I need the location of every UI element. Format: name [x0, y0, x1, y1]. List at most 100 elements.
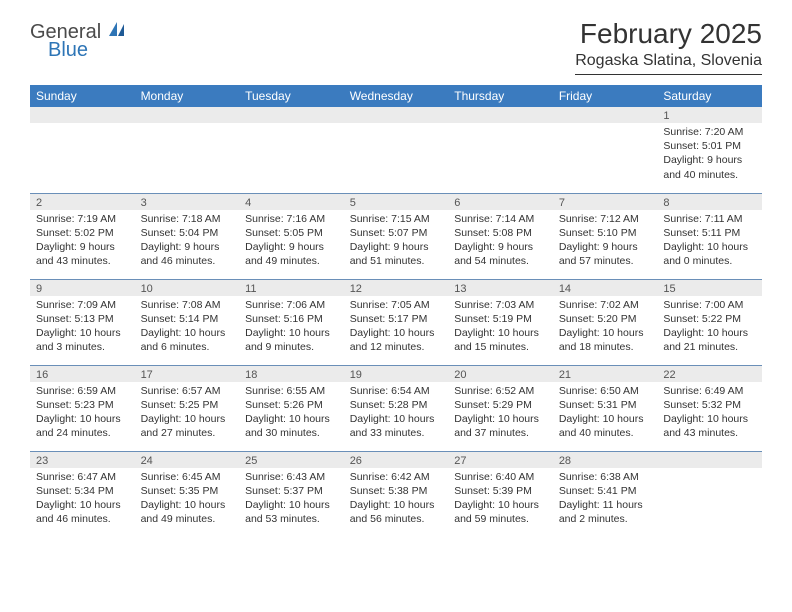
daylight-line: Daylight: 10 hours and 9 minutes.	[245, 326, 338, 354]
day-details: Sunrise: 7:15 AMSunset: 5:07 PMDaylight:…	[344, 210, 449, 273]
day-cell: 18Sunrise: 6:55 AMSunset: 5:26 PMDayligh…	[239, 365, 344, 451]
day-header: Friday	[553, 85, 658, 107]
day-number: 24	[135, 452, 240, 468]
sunrise-line: Sunrise: 7:14 AM	[454, 212, 547, 226]
day-cell: 3Sunrise: 7:18 AMSunset: 5:04 PMDaylight…	[135, 193, 240, 279]
sunset-line: Sunset: 5:31 PM	[559, 398, 652, 412]
day-cell: 9Sunrise: 7:09 AMSunset: 5:13 PMDaylight…	[30, 279, 135, 365]
sunset-line: Sunset: 5:38 PM	[350, 484, 443, 498]
day-number: 5	[344, 194, 449, 210]
month-title: February 2025	[575, 18, 762, 50]
day-number: 28	[553, 452, 658, 468]
brand-logo: General Blue	[30, 22, 129, 60]
sunrise-line: Sunrise: 7:05 AM	[350, 298, 443, 312]
day-details: Sunrise: 6:57 AMSunset: 5:25 PMDaylight:…	[135, 382, 240, 445]
brand-text: General Blue	[30, 22, 129, 60]
daylight-line: Daylight: 10 hours and 21 minutes.	[663, 326, 756, 354]
day-details: Sunrise: 7:08 AMSunset: 5:14 PMDaylight:…	[135, 296, 240, 359]
day-details: Sunrise: 6:54 AMSunset: 5:28 PMDaylight:…	[344, 382, 449, 445]
day-cell: 11Sunrise: 7:06 AMSunset: 5:16 PMDayligh…	[239, 279, 344, 365]
day-cell: 23Sunrise: 6:47 AMSunset: 5:34 PMDayligh…	[30, 451, 135, 537]
sunrise-line: Sunrise: 6:54 AM	[350, 384, 443, 398]
day-header: Tuesday	[239, 85, 344, 107]
day-header: Monday	[135, 85, 240, 107]
day-cell: 21Sunrise: 6:50 AMSunset: 5:31 PMDayligh…	[553, 365, 658, 451]
day-cell: 24Sunrise: 6:45 AMSunset: 5:35 PMDayligh…	[135, 451, 240, 537]
day-number: 13	[448, 280, 553, 296]
sunrise-line: Sunrise: 6:49 AM	[663, 384, 756, 398]
day-number: 1	[657, 107, 762, 123]
day-number: 17	[135, 366, 240, 382]
day-details: Sunrise: 6:55 AMSunset: 5:26 PMDaylight:…	[239, 382, 344, 445]
day-details: Sunrise: 7:03 AMSunset: 5:19 PMDaylight:…	[448, 296, 553, 359]
day-cell: 27Sunrise: 6:40 AMSunset: 5:39 PMDayligh…	[448, 451, 553, 537]
day-cell: 17Sunrise: 6:57 AMSunset: 5:25 PMDayligh…	[135, 365, 240, 451]
day-number	[30, 107, 135, 123]
sunrise-line: Sunrise: 7:15 AM	[350, 212, 443, 226]
day-header: Saturday	[657, 85, 762, 107]
day-number	[448, 107, 553, 123]
day-cell: 2Sunrise: 7:19 AMSunset: 5:02 PMDaylight…	[30, 193, 135, 279]
day-number: 10	[135, 280, 240, 296]
sunrise-line: Sunrise: 7:09 AM	[36, 298, 129, 312]
day-cell: 15Sunrise: 7:00 AMSunset: 5:22 PMDayligh…	[657, 279, 762, 365]
sunrise-line: Sunrise: 6:59 AM	[36, 384, 129, 398]
day-cell: 10Sunrise: 7:08 AMSunset: 5:14 PMDayligh…	[135, 279, 240, 365]
daylight-line: Daylight: 10 hours and 18 minutes.	[559, 326, 652, 354]
day-cell	[30, 107, 135, 193]
daylight-line: Daylight: 11 hours and 2 minutes.	[559, 498, 652, 526]
day-details: Sunrise: 6:38 AMSunset: 5:41 PMDaylight:…	[553, 468, 658, 531]
daylight-line: Daylight: 10 hours and 6 minutes.	[141, 326, 234, 354]
sunset-line: Sunset: 5:14 PM	[141, 312, 234, 326]
sunset-line: Sunset: 5:17 PM	[350, 312, 443, 326]
day-cell: 12Sunrise: 7:05 AMSunset: 5:17 PMDayligh…	[344, 279, 449, 365]
day-number: 8	[657, 194, 762, 210]
daylight-line: Daylight: 9 hours and 46 minutes.	[141, 240, 234, 268]
daylight-line: Daylight: 10 hours and 0 minutes.	[663, 240, 756, 268]
sunset-line: Sunset: 5:26 PM	[245, 398, 338, 412]
day-number: 18	[239, 366, 344, 382]
day-cell: 22Sunrise: 6:49 AMSunset: 5:32 PMDayligh…	[657, 365, 762, 451]
sunset-line: Sunset: 5:19 PM	[454, 312, 547, 326]
sunrise-line: Sunrise: 6:45 AM	[141, 470, 234, 484]
sunset-line: Sunset: 5:37 PM	[245, 484, 338, 498]
sunset-line: Sunset: 5:32 PM	[663, 398, 756, 412]
day-cell: 26Sunrise: 6:42 AMSunset: 5:38 PMDayligh…	[344, 451, 449, 537]
day-number: 20	[448, 366, 553, 382]
day-details: Sunrise: 7:11 AMSunset: 5:11 PMDaylight:…	[657, 210, 762, 273]
day-number: 3	[135, 194, 240, 210]
day-number: 11	[239, 280, 344, 296]
sunrise-line: Sunrise: 6:57 AM	[141, 384, 234, 398]
day-cell: 13Sunrise: 7:03 AMSunset: 5:19 PMDayligh…	[448, 279, 553, 365]
week-row: 9Sunrise: 7:09 AMSunset: 5:13 PMDaylight…	[30, 279, 762, 365]
sunset-line: Sunset: 5:10 PM	[559, 226, 652, 240]
day-cell: 28Sunrise: 6:38 AMSunset: 5:41 PMDayligh…	[553, 451, 658, 537]
day-details: Sunrise: 6:45 AMSunset: 5:35 PMDaylight:…	[135, 468, 240, 531]
daylight-line: Daylight: 10 hours and 24 minutes.	[36, 412, 129, 440]
daylight-line: Daylight: 10 hours and 3 minutes.	[36, 326, 129, 354]
day-cell: 19Sunrise: 6:54 AMSunset: 5:28 PMDayligh…	[344, 365, 449, 451]
sail-icon	[109, 21, 129, 43]
day-details: Sunrise: 7:12 AMSunset: 5:10 PMDaylight:…	[553, 210, 658, 273]
day-number: 2	[30, 194, 135, 210]
sunrise-line: Sunrise: 6:42 AM	[350, 470, 443, 484]
daylight-line: Daylight: 9 hours and 57 minutes.	[559, 240, 652, 268]
day-details: Sunrise: 6:49 AMSunset: 5:32 PMDaylight:…	[657, 382, 762, 445]
day-details: Sunrise: 6:50 AMSunset: 5:31 PMDaylight:…	[553, 382, 658, 445]
day-cell: 4Sunrise: 7:16 AMSunset: 5:05 PMDaylight…	[239, 193, 344, 279]
day-cell: 16Sunrise: 6:59 AMSunset: 5:23 PMDayligh…	[30, 365, 135, 451]
day-cell: 8Sunrise: 7:11 AMSunset: 5:11 PMDaylight…	[657, 193, 762, 279]
day-header: Thursday	[448, 85, 553, 107]
page-header: General Blue February 2025 Rogaska Slati…	[30, 18, 762, 75]
daylight-line: Daylight: 10 hours and 12 minutes.	[350, 326, 443, 354]
day-number: 21	[553, 366, 658, 382]
day-details: Sunrise: 7:00 AMSunset: 5:22 PMDaylight:…	[657, 296, 762, 359]
daylight-line: Daylight: 10 hours and 56 minutes.	[350, 498, 443, 526]
day-cell: 6Sunrise: 7:14 AMSunset: 5:08 PMDaylight…	[448, 193, 553, 279]
day-number: 14	[553, 280, 658, 296]
day-details: Sunrise: 6:59 AMSunset: 5:23 PMDaylight:…	[30, 382, 135, 445]
sunrise-line: Sunrise: 6:50 AM	[559, 384, 652, 398]
sunrise-line: Sunrise: 7:19 AM	[36, 212, 129, 226]
day-header-row: Sunday Monday Tuesday Wednesday Thursday…	[30, 85, 762, 107]
day-details: Sunrise: 7:09 AMSunset: 5:13 PMDaylight:…	[30, 296, 135, 359]
